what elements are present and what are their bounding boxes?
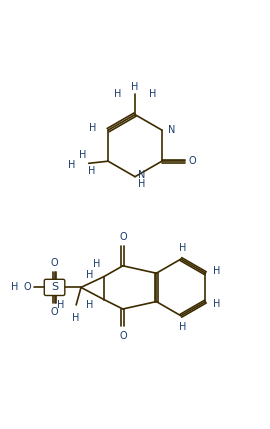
Text: H: H [213,299,220,309]
Text: H: H [68,160,76,170]
Text: H: H [178,243,186,253]
FancyBboxPatch shape [44,279,65,296]
Text: O: O [119,232,127,242]
Text: H: H [149,89,156,100]
Text: H: H [89,123,97,133]
Text: O: O [189,156,197,166]
Text: H: H [79,150,86,160]
Text: N: N [138,170,146,180]
Text: H: H [88,166,95,176]
Text: H: H [114,89,121,100]
Text: H: H [131,82,139,92]
Text: H: H [58,300,65,311]
Text: H: H [72,312,80,323]
Text: O: O [51,258,58,268]
Text: S: S [51,282,58,293]
Text: H: H [93,259,100,269]
Text: H: H [11,281,19,292]
Text: N: N [168,125,175,135]
Text: O: O [23,282,31,293]
Text: H: H [86,300,94,311]
Text: H: H [178,322,186,332]
Text: O: O [51,307,58,317]
Text: H: H [138,179,146,189]
Text: H: H [86,270,94,280]
Text: H: H [213,266,220,275]
Text: O: O [119,331,127,341]
